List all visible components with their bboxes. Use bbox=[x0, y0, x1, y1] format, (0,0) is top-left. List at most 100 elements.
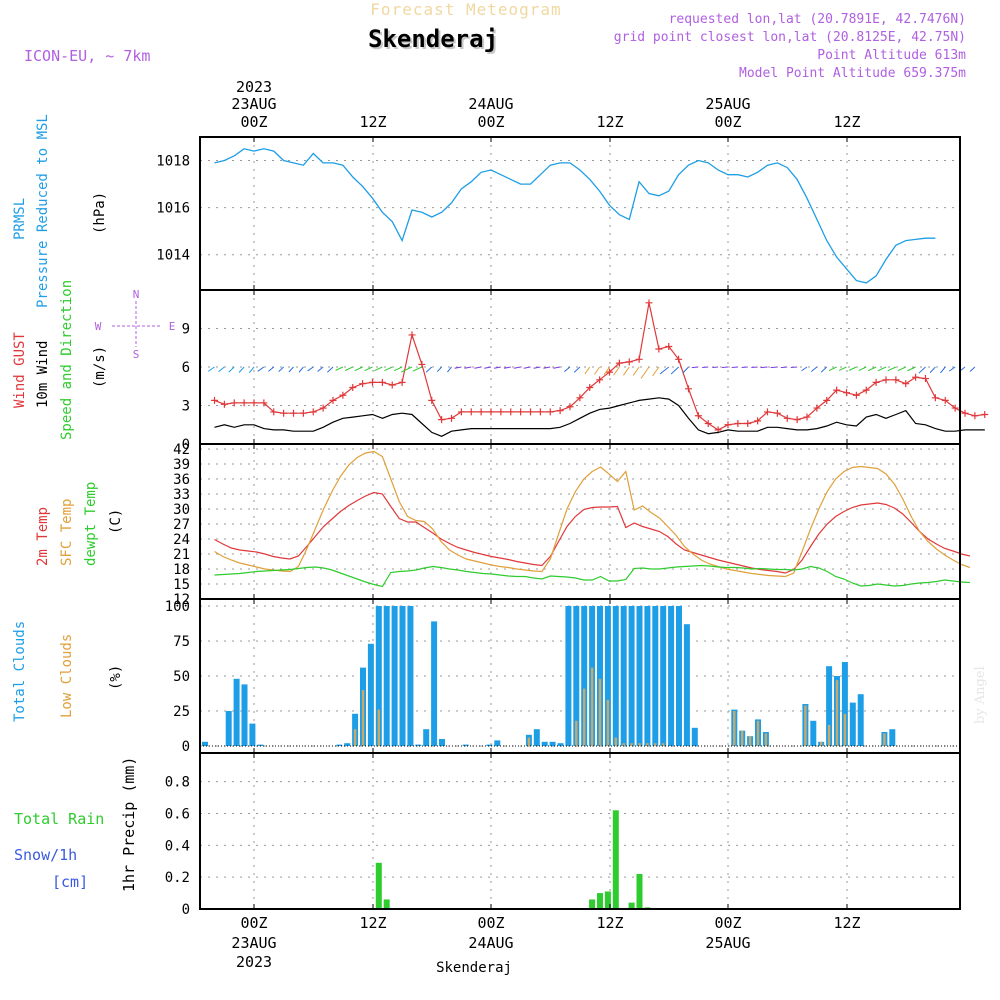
wind-dir-arrow-40 bbox=[603, 366, 610, 376]
low-cloud-bar-57 bbox=[654, 743, 657, 746]
wind-dir-arrow-1 bbox=[218, 366, 225, 373]
total-cloud-bar-47 bbox=[573, 606, 580, 746]
wind-dir-arrow-60 bbox=[801, 366, 808, 372]
low-cloud-bar-67 bbox=[733, 711, 736, 746]
total-cloud-bar-42 bbox=[533, 729, 540, 746]
gust-point-47 bbox=[675, 355, 683, 363]
gust-point-37 bbox=[576, 394, 584, 402]
gust-point-56 bbox=[764, 408, 771, 416]
total-cloud-bar-17 bbox=[336, 744, 343, 746]
total-cloud-bar-60 bbox=[676, 606, 682, 746]
gust-point-5 bbox=[260, 399, 268, 407]
gust-point-75 bbox=[951, 404, 959, 412]
total-cloud-bar-55 bbox=[636, 606, 643, 746]
gust-point-55 bbox=[754, 417, 762, 425]
wind-ytick-3: 9 bbox=[182, 322, 190, 338]
gust-point-64 bbox=[843, 389, 850, 397]
wind-dir-arrow-66 bbox=[858, 366, 867, 371]
wind-dir-arrow-46 bbox=[659, 366, 670, 375]
wind-dir-arrow-45 bbox=[652, 366, 660, 377]
wind-dir-arrow-70 bbox=[897, 366, 906, 372]
series-gust-line bbox=[214, 302, 985, 431]
low-cloud-bar-76 bbox=[804, 705, 807, 746]
gust-point-13 bbox=[339, 391, 347, 399]
wind-dir-arrow-37 bbox=[573, 366, 581, 373]
gust-point-4 bbox=[250, 399, 258, 407]
wind-dir-arrow-32 bbox=[523, 366, 531, 369]
banner-title: Forecast Meteogram bbox=[370, 0, 561, 19]
wind-dir-arrow-6 bbox=[268, 366, 275, 372]
gust-point-36 bbox=[566, 403, 574, 411]
low-cloud-bar-54 bbox=[630, 743, 633, 746]
gust-point-24 bbox=[448, 414, 455, 422]
gust-point-12 bbox=[329, 396, 337, 404]
grid-point: grid point closest lon,lat (20.8125E, 42… bbox=[614, 30, 966, 45]
total-cloud-bar-7 bbox=[257, 744, 264, 746]
wind-dir-arrow-26 bbox=[464, 366, 472, 369]
bottom-tick-label-6: 12Z bbox=[833, 914, 860, 932]
total-cloud-bar-33 bbox=[462, 744, 469, 746]
wind-dir-arrow-71 bbox=[907, 366, 916, 372]
direction-label: Speed and Direction bbox=[59, 280, 75, 440]
wind-dir-arrow-65 bbox=[848, 366, 857, 371]
requested-point: requested lon,lat (20.7891E, 42.7476N) bbox=[669, 12, 966, 27]
gust-point-23 bbox=[438, 416, 446, 424]
wind-dir-arrow-39 bbox=[594, 366, 601, 375]
compass-n: N bbox=[133, 288, 140, 301]
wind-compass: N S W E bbox=[95, 288, 176, 361]
total-cloud-bar-26 bbox=[407, 606, 414, 746]
gust-point-10 bbox=[309, 408, 317, 416]
low-cloud-bar-52 bbox=[614, 737, 617, 746]
low-cloud-bar-80 bbox=[835, 680, 839, 746]
low-cloud-bar-70 bbox=[756, 720, 760, 746]
gust-point-38 bbox=[586, 384, 594, 392]
gust-point-73 bbox=[931, 394, 939, 402]
precip-panel-labels: Total Rain Snow/1h [cm] 1hr Precip (mm) bbox=[14, 757, 138, 892]
low-cloud-bar-47 bbox=[575, 720, 578, 746]
gust-point-46 bbox=[665, 342, 673, 350]
gust-point-21 bbox=[418, 360, 426, 368]
gust-point-22 bbox=[428, 396, 436, 404]
rain-bar-51 bbox=[604, 891, 611, 909]
top-tick-label-3: 00Z bbox=[477, 113, 504, 131]
low-cloud-bar-22 bbox=[377, 709, 380, 746]
total-cloud-bar-48 bbox=[581, 606, 588, 746]
wind-dir-arrow-33 bbox=[533, 366, 541, 369]
wind-dir-arrow-9 bbox=[298, 366, 304, 373]
gust-point-78 bbox=[981, 410, 989, 418]
t2m-label: 2m Temp bbox=[35, 507, 51, 566]
gust-point-9 bbox=[299, 409, 307, 417]
wind-dir-arrow-41 bbox=[613, 366, 620, 376]
precip-ytick-2: 0.4 bbox=[165, 838, 190, 854]
wind-dir-arrow-38 bbox=[584, 366, 591, 375]
gust-point-48 bbox=[685, 385, 692, 393]
temp-ytick-10: 42 bbox=[173, 442, 190, 458]
gust-point-26 bbox=[467, 408, 475, 416]
rain-bar-50 bbox=[597, 893, 603, 909]
series-dew-line bbox=[214, 564, 970, 588]
bottom-date-label-2: 24AUG bbox=[468, 934, 513, 952]
cloud-ytick-4: 100 bbox=[165, 599, 190, 615]
low-cloud-bar-69 bbox=[748, 736, 752, 746]
wind-dir-arrow-77 bbox=[969, 366, 976, 372]
wind-dir-arrow-43 bbox=[632, 366, 640, 376]
wind-dir-arrow-56 bbox=[760, 366, 768, 369]
wind-dir-arrow-3 bbox=[238, 366, 245, 373]
wind-dir-arrow-57 bbox=[770, 366, 778, 369]
temp-ytick-4: 24 bbox=[173, 532, 190, 548]
gust-point-65 bbox=[852, 391, 860, 399]
pressure-ytick-0: 1014 bbox=[156, 248, 190, 264]
bottom-tick-label-5: 00Z bbox=[714, 914, 741, 932]
series-t2m-line bbox=[214, 491, 971, 574]
compass-e: E bbox=[169, 320, 176, 333]
pressure-label-1: PRMSL bbox=[12, 198, 28, 240]
wind-dir-arrow-68 bbox=[877, 366, 887, 372]
gust-point-35 bbox=[556, 407, 564, 415]
location-title-shadow: Skenderaj bbox=[370, 27, 500, 55]
gust-point-70 bbox=[902, 380, 910, 388]
total-cloud-bar-29 bbox=[431, 621, 438, 746]
gust-point-0 bbox=[211, 396, 218, 404]
total-cloud-bar-43 bbox=[541, 741, 548, 746]
cloud-ytick-3: 75 bbox=[173, 634, 190, 650]
